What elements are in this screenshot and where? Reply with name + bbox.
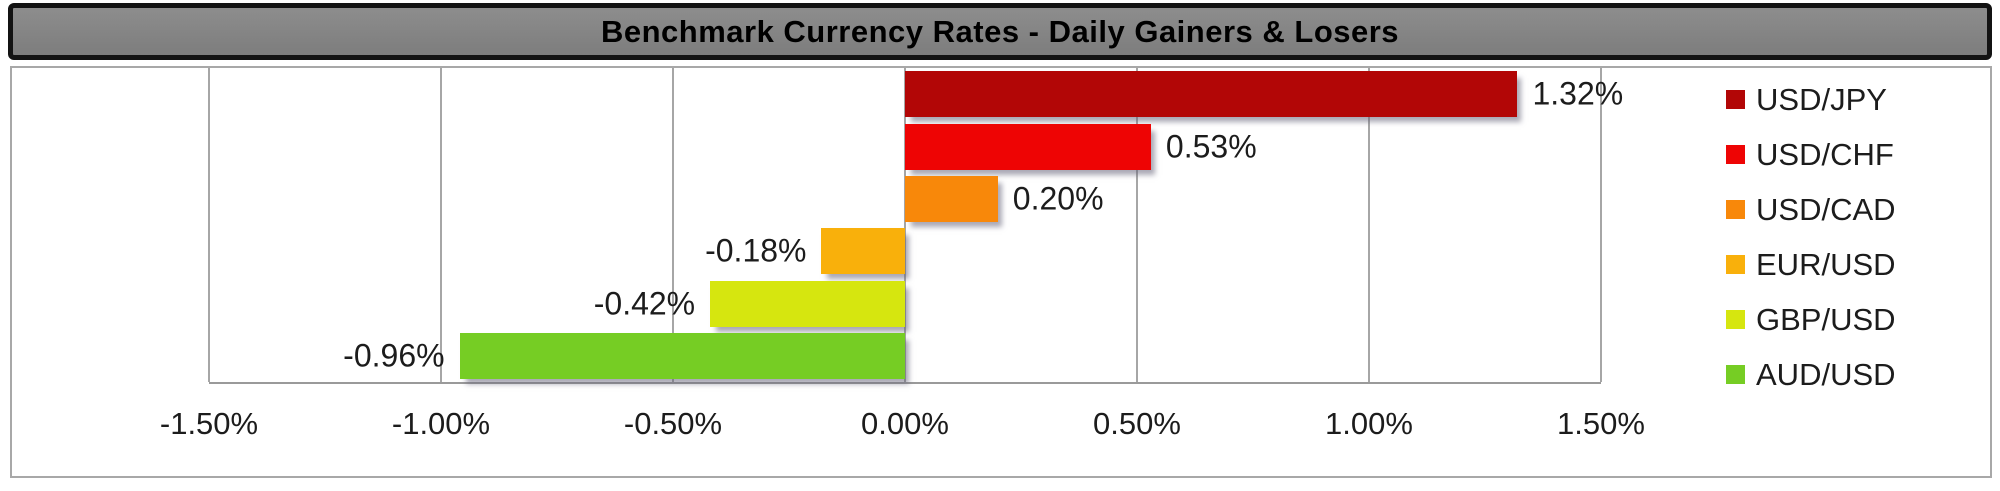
legend-swatch-icon bbox=[1726, 90, 1745, 109]
x-axis: -1.50% -1.00% -0.50% 0.00% 0.50% 1.00% 1.50% bbox=[160, 384, 1645, 444]
legend-item-gbp-usd: GBP/USD bbox=[1726, 301, 1896, 337]
chart-title-bar: Benchmark Currency Rates - Daily Gainers… bbox=[8, 3, 1992, 60]
gridline bbox=[440, 68, 442, 382]
legend-swatch-icon bbox=[1726, 255, 1745, 274]
legend-label: USD/CAD bbox=[1756, 191, 1896, 227]
x-tick-label: 0.00% bbox=[861, 406, 949, 441]
data-label-usd-cad: 0.20% bbox=[1012, 180, 1104, 217]
bar-gbp-usd bbox=[710, 280, 905, 327]
legend-swatch-icon bbox=[1726, 365, 1745, 384]
legend-label: GBP/USD bbox=[1756, 301, 1896, 337]
bar-eur-usd bbox=[821, 228, 905, 275]
data-label-eur-usd: -0.18% bbox=[705, 232, 807, 269]
data-label-usd-chf: 0.53% bbox=[1165, 128, 1257, 164]
legend-item-usd-jpy: USD/JPY bbox=[1726, 81, 1896, 117]
data-label-usd-jpy: 1.32% bbox=[1532, 75, 1624, 112]
gridline bbox=[672, 68, 674, 382]
legend-swatch-icon bbox=[1726, 200, 1745, 219]
legend-swatch-icon bbox=[1726, 145, 1745, 164]
plot-area: 1.32% 0.53% 0.20% -0.18% -0.42% -0.96% bbox=[208, 68, 1623, 384]
x-tick-label: -1.50% bbox=[159, 406, 259, 441]
bar-usd-cad bbox=[905, 175, 998, 222]
data-label-gbp-usd: -0.42% bbox=[593, 285, 696, 321]
legend-item-usd-cad: USD/CAD bbox=[1726, 191, 1896, 227]
legend-item-eur-usd: EUR/USD bbox=[1726, 246, 1896, 282]
x-tick-label: 0.50% bbox=[1093, 406, 1181, 441]
gridline bbox=[1600, 68, 1602, 382]
gridline bbox=[208, 68, 210, 382]
x-tick-label: 1.50% bbox=[1557, 406, 1645, 441]
x-tick-label: -0.50% bbox=[623, 406, 723, 441]
gridline bbox=[1368, 68, 1370, 382]
legend-label: EUR/USD bbox=[1756, 246, 1896, 282]
bar-usd-chf bbox=[905, 123, 1151, 170]
legend-label: USD/CHF bbox=[1756, 136, 1894, 172]
bar-aud-usd bbox=[459, 332, 905, 379]
legend: USD/JPY USD/CHF USD/CAD EUR/USD GBP/USD AUD/U… bbox=[1726, 81, 1896, 414]
gridline bbox=[1136, 68, 1138, 382]
legend-label: USD/JPY bbox=[1756, 81, 1887, 117]
bar-usd-jpy bbox=[905, 71, 1518, 118]
legend-item-aud-usd: AUD/USD bbox=[1726, 356, 1896, 392]
legend-swatch-icon bbox=[1726, 310, 1745, 329]
data-label-aud-usd: -0.96% bbox=[343, 337, 445, 374]
chart-area: 1.32% 0.53% 0.20% -0.18% -0.42% -0.96% -1.50%… bbox=[10, 66, 1992, 478]
chart-title: Benchmark Currency Rates - Daily Gainers… bbox=[600, 13, 1400, 49]
legend-item-usd-chf: USD/CHF bbox=[1726, 136, 1896, 172]
zero-axis-line bbox=[904, 68, 906, 382]
x-tick-label: -1.00% bbox=[391, 406, 491, 441]
legend-label: AUD/USD bbox=[1756, 356, 1896, 392]
x-tick-label: 1.00% bbox=[1325, 406, 1413, 441]
